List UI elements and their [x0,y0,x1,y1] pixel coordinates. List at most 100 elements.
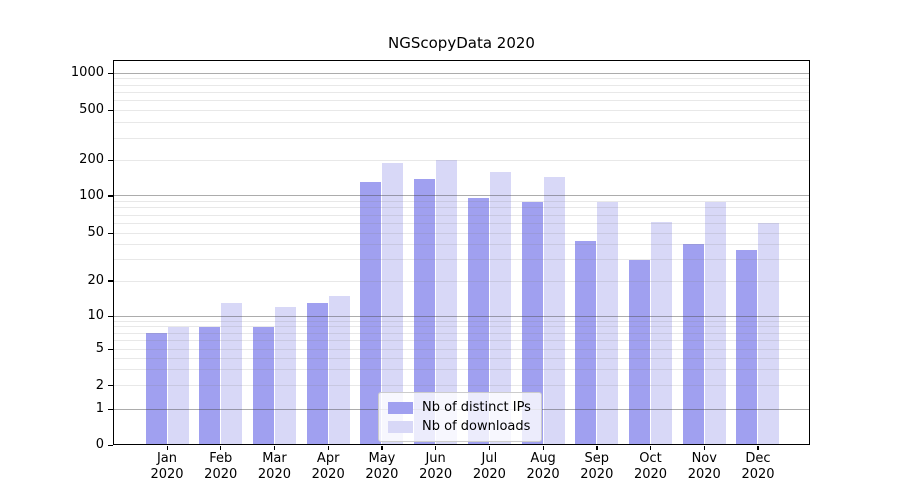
y-tick-mark-50 [108,232,113,234]
y-tick-mark-0 [108,444,113,446]
bar-oct-downloads [651,221,673,445]
gridline-minor-8 [113,326,810,328]
x-tick-label-nov: Nov 2020 [687,451,721,482]
gridline-minor-7 [113,332,810,334]
x-tick-label-aug: Aug 2020 [526,451,560,482]
x-tick-label-apr: Apr 2020 [311,451,345,482]
bar-jul-downloads [489,171,511,445]
gridline-minor-5 [113,348,810,350]
gridline-minor-60 [113,222,810,224]
gridline-minor-30 [113,259,810,261]
legend-swatch-downloads [388,420,413,433]
gridline-major-100 [113,195,810,197]
bar-feb-distinct-ips [199,326,221,445]
x-tick-mark-apr [327,446,329,450]
bar-jan-distinct-ips [145,333,167,445]
legend-label-downloads: Nb of downloads [422,419,531,434]
legend-label-distinct-ips: Nb of distinct IPs [422,400,531,415]
x-tick-mark-dec [757,446,759,450]
bar-may-downloads [382,162,404,445]
chart-title: NGScopyData 2020 [388,34,535,52]
x-tick-mark-sep [596,446,598,450]
x-tick-label-dec: Dec 2020 [741,451,775,482]
bar-may-distinct-ips [360,182,382,445]
x-tick-label-jan: Jan 2020 [150,451,184,482]
bar-sep-distinct-ips [575,241,597,445]
bar-apr-downloads [328,295,350,445]
gridline-minor-500 [113,109,810,111]
gridline-minor-700 [113,91,810,93]
y-tick-label-0: 0 [95,437,104,452]
gridline-minor-2 [113,385,810,387]
bar-dec-downloads [758,222,780,445]
y-tick-mark-1 [108,408,113,410]
y-tick-mark-2 [108,385,113,387]
y-tick-mark-500 [108,109,113,111]
gridline-minor-9 [113,320,810,322]
bars-layer [113,60,810,445]
legend-swatch-distinct-ips [388,401,413,414]
bar-aug-downloads [543,176,565,445]
x-tick-label-sep: Sep 2020 [580,451,614,482]
bar-sep-downloads [597,201,619,445]
bar-mar-downloads [274,306,296,445]
gridline-minor-4 [113,357,810,359]
y-tick-mark-5 [108,348,113,350]
gridline-minor-70 [113,214,810,216]
bar-nov-distinct-ips [682,243,704,445]
y-tick-label-1: 1 [95,401,104,417]
y-tick-label-5: 5 [95,341,104,357]
bar-jul-distinct-ips [467,197,489,445]
y-tick-mark-20 [108,280,113,282]
bar-jun-distinct-ips [414,178,436,445]
y-tick-mark-10 [108,315,113,317]
x-tick-label-jun: Jun 2020 [419,451,453,482]
x-tick-label-mar: Mar 2020 [257,451,291,482]
gridline-minor-600 [113,99,810,101]
bar-aug-distinct-ips [521,201,543,445]
gridline-minor-400 [113,121,810,123]
x-tick-mark-jun [435,446,437,450]
gridline-minor-900 [113,78,810,80]
gridline-major-10 [113,315,810,317]
gridline-minor-6 [113,339,810,341]
x-tick-mark-may [381,446,383,450]
legend-item-distinct-ips: Nb of distinct IPs [388,398,531,417]
bar-apr-distinct-ips [306,302,328,445]
y-tick-label-1000: 1000 [70,65,104,81]
gridline-minor-3 [113,369,810,370]
gridline-minor-50 [113,232,810,234]
y-tick-label-10: 10 [87,308,104,324]
bar-jan-downloads [167,326,189,445]
gridline-minor-20 [113,280,810,282]
gridline-minor-90 [113,201,810,203]
x-tick-mark-aug [542,446,544,450]
y-tick-mark-1000 [108,72,113,74]
plot-area: Nb of distinct IPs Nb of downloads [113,60,810,445]
gridline-major-1000 [113,72,810,74]
bar-nov-downloads [704,201,726,445]
bar-dec-distinct-ips [736,250,758,445]
gridline-minor-80 [113,207,810,209]
y-tick-mark-100 [108,195,113,197]
x-tick-label-may: May 2020 [365,451,399,482]
y-tick-mark-200 [108,159,113,161]
x-tick-label-jul: Jul 2020 [472,451,506,482]
y-tick-label-500: 500 [79,102,104,118]
bar-jun-downloads [436,160,458,445]
y-tick-label-200: 200 [79,152,104,168]
x-tick-mark-feb [220,446,222,450]
y-tick-label-20: 20 [87,272,104,288]
x-tick-mark-mar [273,446,276,450]
x-tick-mark-nov [703,446,705,450]
x-tick-mark-jul [488,446,491,450]
x-tick-mark-jan [166,446,168,450]
legend-item-downloads: Nb of downloads [388,417,531,436]
x-tick-label-feb: Feb 2020 [204,451,238,482]
gridline-minor-200 [113,159,810,161]
y-tick-label-50: 50 [87,225,104,241]
bar-oct-distinct-ips [629,259,651,445]
bar-feb-downloads [221,302,243,445]
y-tick-label-2: 2 [95,377,104,393]
